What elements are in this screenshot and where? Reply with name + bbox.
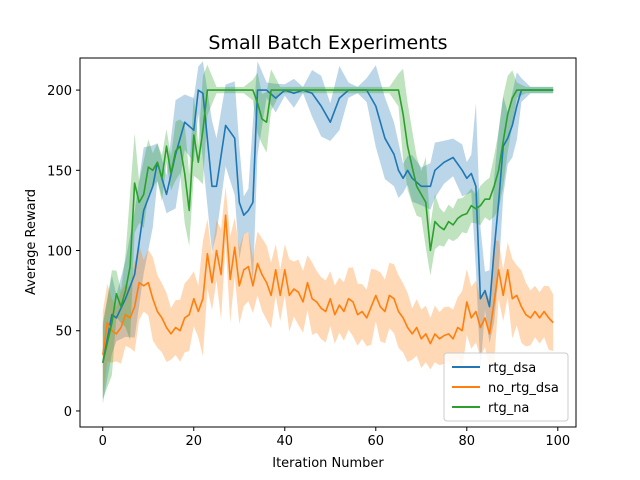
y-tick-label: 150 — [47, 164, 72, 179]
no_rtg_dsa-band — [102, 186, 554, 399]
confidence-bands — [102, 61, 554, 404]
chart-title: Small Batch Experiments — [208, 32, 447, 54]
x-axis-label: Iteration Number — [272, 456, 384, 471]
x-tick-label: 100 — [545, 434, 570, 449]
y-axis-label: Average Reward — [24, 189, 39, 295]
legend-entry-rtg_dsa: rtg_dsa — [488, 361, 536, 376]
legend: rtg_dsa no_rtg_dsa rtg_na — [443, 352, 569, 422]
series-lines — [102, 89, 554, 363]
legend-box — [443, 352, 569, 422]
x-tick-label: 40 — [276, 434, 293, 449]
rtg_dsa-band — [102, 61, 554, 404]
y-axis: 0 50 100 150 200 — [47, 84, 80, 420]
legend-entry-rtg_na: rtg_na — [488, 401, 529, 416]
plot-frame — [79, 57, 577, 428]
x-tick-label: 80 — [459, 434, 476, 449]
rtg_na-line — [102, 89, 554, 363]
legend-entry-no_rtg_dsa: no_rtg_dsa — [488, 381, 559, 396]
y-tick-label: 50 — [55, 325, 72, 340]
no_rtg_dsa-line — [102, 214, 554, 355]
x-tick-label: 60 — [368, 434, 385, 449]
y-tick-label: 100 — [47, 245, 72, 260]
rtg_na-band — [102, 64, 554, 400]
x-tick-label: 0 — [99, 434, 107, 449]
y-tick-label: 200 — [47, 84, 72, 99]
y-tick-label: 0 — [64, 405, 72, 420]
x-axis: 0 20 40 60 80 100 — [99, 427, 570, 449]
x-tick-label: 20 — [185, 434, 202, 449]
